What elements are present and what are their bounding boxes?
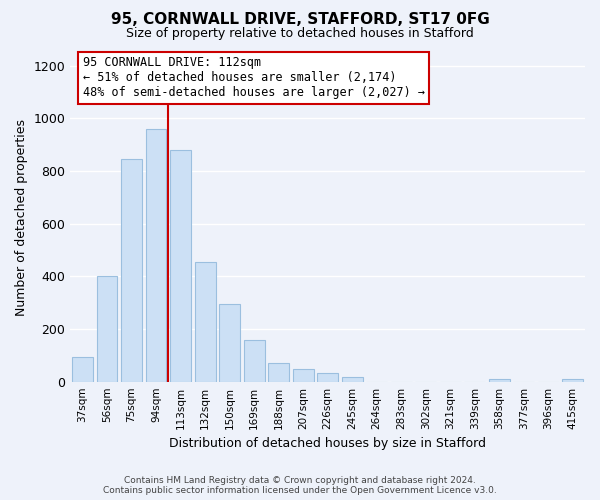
Bar: [219, 304, 240, 382]
Bar: [146, 129, 166, 382]
Bar: [562, 379, 583, 382]
Text: Contains HM Land Registry data © Crown copyright and database right 2024.
Contai: Contains HM Land Registry data © Crown c…: [103, 476, 497, 495]
Bar: [121, 159, 142, 382]
Bar: [244, 340, 265, 382]
Bar: [342, 377, 362, 382]
Text: 95, CORNWALL DRIVE, STAFFORD, ST17 0FG: 95, CORNWALL DRIVE, STAFFORD, ST17 0FG: [110, 12, 490, 28]
Bar: [489, 379, 509, 382]
Bar: [268, 362, 289, 382]
Text: Size of property relative to detached houses in Stafford: Size of property relative to detached ho…: [126, 28, 474, 40]
Bar: [293, 368, 314, 382]
Bar: [317, 373, 338, 382]
Y-axis label: Number of detached properties: Number of detached properties: [15, 118, 28, 316]
X-axis label: Distribution of detached houses by size in Stafford: Distribution of detached houses by size …: [169, 437, 486, 450]
Text: 95 CORNWALL DRIVE: 112sqm
← 51% of detached houses are smaller (2,174)
48% of se: 95 CORNWALL DRIVE: 112sqm ← 51% of detac…: [83, 56, 425, 100]
Bar: [97, 276, 118, 382]
Bar: [170, 150, 191, 382]
Bar: [72, 356, 93, 382]
Bar: [194, 262, 215, 382]
